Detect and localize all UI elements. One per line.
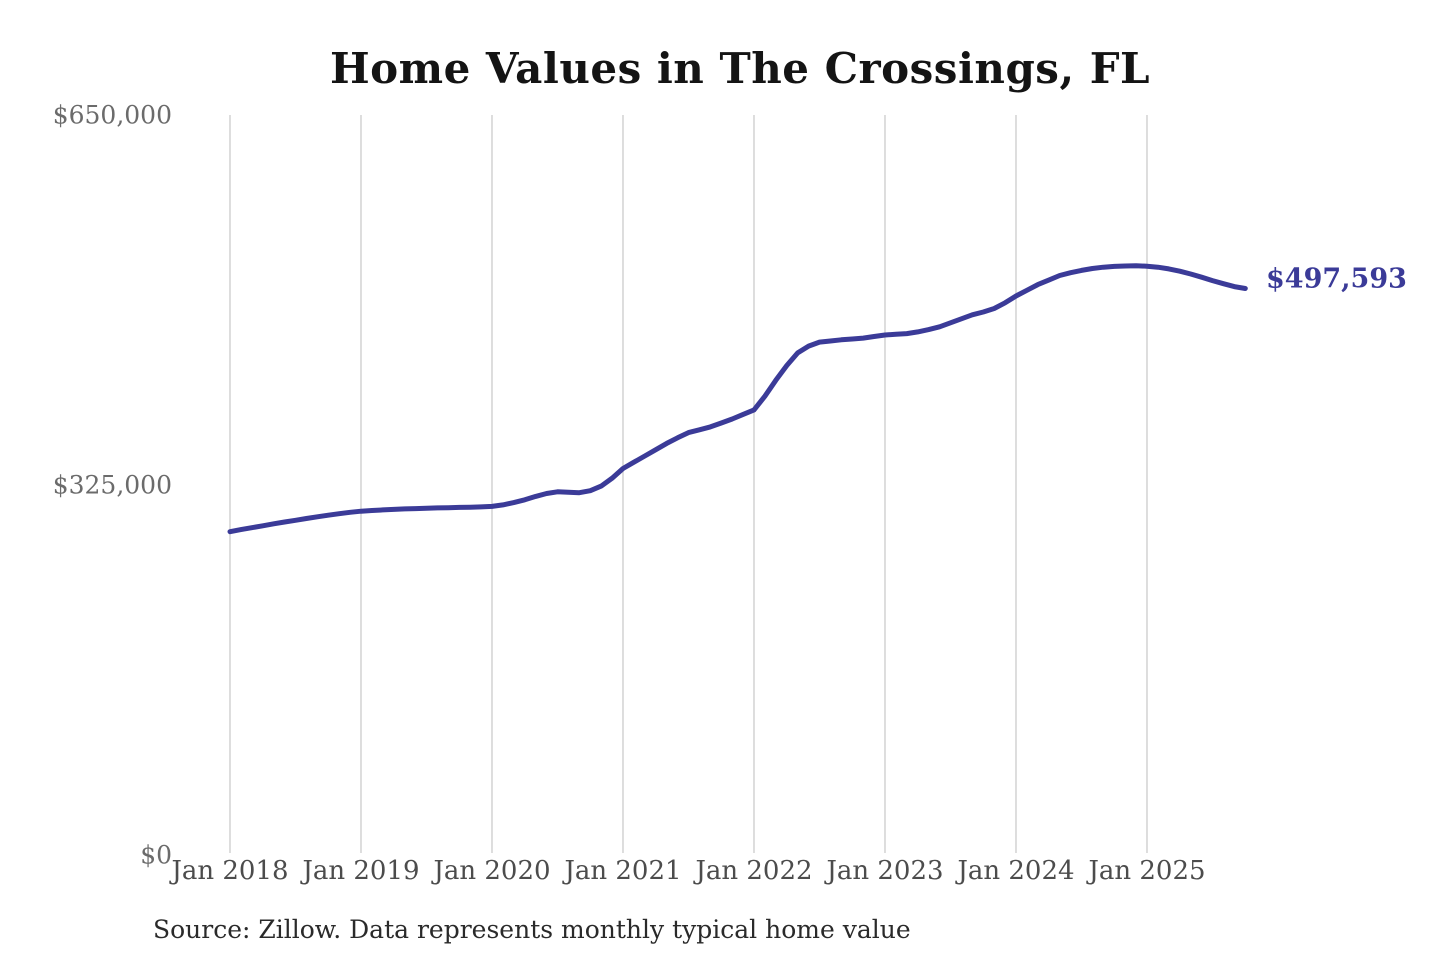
- x-tick-label-jan-2022: Jan 2022: [695, 856, 813, 886]
- x-tick-label-jan-2021: Jan 2021: [564, 856, 682, 886]
- x-tick-label-jan-2020: Jan 2020: [433, 856, 551, 886]
- x-tick-label-jan-2023: Jan 2023: [826, 856, 944, 886]
- latest-value-label: $497,593: [1266, 263, 1407, 295]
- x-tick-label-jan-2019: Jan 2019: [302, 856, 420, 886]
- y-tick-label-325000: $325,000: [52, 470, 172, 500]
- y-tick-label-650000: $650,000: [52, 100, 172, 130]
- x-tick-label-jan-2024: Jan 2024: [957, 856, 1075, 886]
- year-gridlines: [229, 115, 1148, 853]
- home-value-line: [227, 263, 1248, 535]
- x-tick-label-jan-2018: Jan 2018: [171, 856, 289, 886]
- source-note: Source: Zillow. Data represents monthly …: [153, 915, 911, 944]
- chart-title: Home Values in The Crossings, FL: [329, 44, 1151, 93]
- y-tick-label-0: $0: [140, 840, 172, 870]
- x-tick-label-jan-2025: Jan 2025: [1088, 856, 1206, 886]
